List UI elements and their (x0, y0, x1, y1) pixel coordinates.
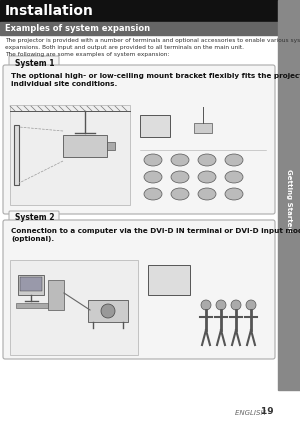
Text: 19: 19 (236, 407, 274, 416)
Ellipse shape (225, 188, 243, 200)
Ellipse shape (198, 188, 216, 200)
Ellipse shape (171, 188, 189, 200)
Text: Connection to a computer via the DVI-D IN terminal or DVI-D input module
(option: Connection to a computer via the DVI-D I… (11, 228, 300, 243)
Bar (88, 300, 128, 322)
Bar (0, 22, 278, 35)
Bar (278, 0, 300, 390)
Ellipse shape (144, 188, 162, 200)
Ellipse shape (198, 154, 216, 166)
Bar (14, 125, 19, 185)
Text: The projector is provided with a number of terminals and optional accessories to: The projector is provided with a number … (5, 38, 300, 57)
Text: Getting Started: Getting Started (286, 169, 292, 232)
Text: System 1: System 1 (15, 59, 55, 67)
Bar (48, 280, 64, 310)
Text: Installation: Installation (5, 4, 94, 18)
FancyBboxPatch shape (9, 211, 59, 225)
Bar (148, 265, 190, 295)
Bar (16, 303, 48, 308)
Ellipse shape (225, 171, 243, 183)
Circle shape (201, 300, 211, 310)
Text: The optional high- or low-ceiling mount bracket flexibly fits the projector in
i: The optional high- or low-ceiling mount … (11, 73, 300, 87)
Bar (10, 105, 130, 205)
Bar (194, 123, 212, 133)
Circle shape (231, 300, 241, 310)
FancyBboxPatch shape (3, 65, 275, 214)
Bar (10, 260, 138, 355)
Bar (140, 115, 170, 137)
Ellipse shape (144, 171, 162, 183)
Text: ENGLISH –: ENGLISH – (235, 410, 274, 416)
Ellipse shape (144, 154, 162, 166)
Bar (138, 105, 268, 205)
Bar (20, 277, 42, 291)
Bar (18, 275, 44, 295)
FancyBboxPatch shape (9, 56, 59, 70)
Text: Examples of system expansion: Examples of system expansion (5, 24, 150, 33)
Ellipse shape (171, 171, 189, 183)
Ellipse shape (225, 154, 243, 166)
Bar (146, 260, 268, 355)
Bar (107, 142, 115, 150)
Bar (0, 0, 278, 22)
Circle shape (246, 300, 256, 310)
Ellipse shape (198, 171, 216, 183)
Ellipse shape (171, 154, 189, 166)
Ellipse shape (101, 304, 115, 318)
Text: System 2: System 2 (15, 214, 55, 223)
Bar (63, 135, 107, 157)
FancyBboxPatch shape (3, 220, 275, 359)
Circle shape (216, 300, 226, 310)
